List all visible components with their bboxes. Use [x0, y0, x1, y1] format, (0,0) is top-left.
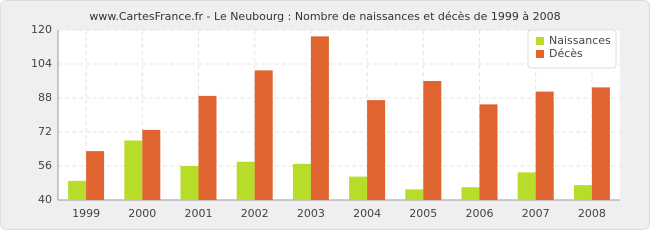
y-tick-label: 120 [31, 23, 52, 36]
bar [198, 95, 217, 200]
bar [517, 172, 536, 200]
bar [68, 180, 87, 200]
x-tick-label: 2000 [128, 207, 156, 220]
chart-title: www.CartesFrance.fr - Le Neubourg : Nomb… [89, 10, 560, 23]
legend-swatch [536, 50, 544, 58]
x-tick-label: 2007 [522, 207, 550, 220]
bar [405, 189, 424, 200]
y-tick-label: 56 [38, 159, 52, 172]
x-tick-label: 2004 [353, 207, 381, 220]
bar [310, 36, 329, 200]
bar [573, 185, 592, 200]
bar [292, 163, 311, 200]
bar [142, 129, 161, 200]
bar [367, 100, 386, 200]
bar [461, 187, 480, 200]
y-tick-label: 88 [38, 91, 52, 104]
chart: www.CartesFrance.fr - Le Neubourg : Nomb… [0, 0, 650, 230]
y-tick-label: 72 [38, 125, 52, 138]
x-tick-label: 2002 [241, 207, 269, 220]
y-tick-label: 40 [38, 193, 52, 206]
bar [236, 161, 255, 200]
bar [254, 70, 273, 200]
bar [86, 151, 105, 200]
bar [591, 87, 610, 200]
x-tick-label: 2003 [297, 207, 325, 220]
bar [479, 104, 498, 200]
x-tick-label: 2006 [466, 207, 494, 220]
bar [535, 91, 554, 200]
bar [349, 176, 368, 200]
legend-swatch [536, 37, 544, 45]
legend-box [527, 29, 617, 69]
x-tick-label: 1999 [72, 207, 100, 220]
x-tick-label: 2001 [185, 207, 213, 220]
bar [124, 140, 143, 200]
x-tick-label: 2008 [578, 207, 606, 220]
bar [423, 81, 442, 200]
y-tick-label: 104 [31, 57, 52, 70]
legend-label: Décès [549, 47, 583, 60]
legend-label: Naissances [549, 34, 611, 47]
bar [180, 166, 199, 200]
x-tick-label: 2005 [409, 207, 437, 220]
